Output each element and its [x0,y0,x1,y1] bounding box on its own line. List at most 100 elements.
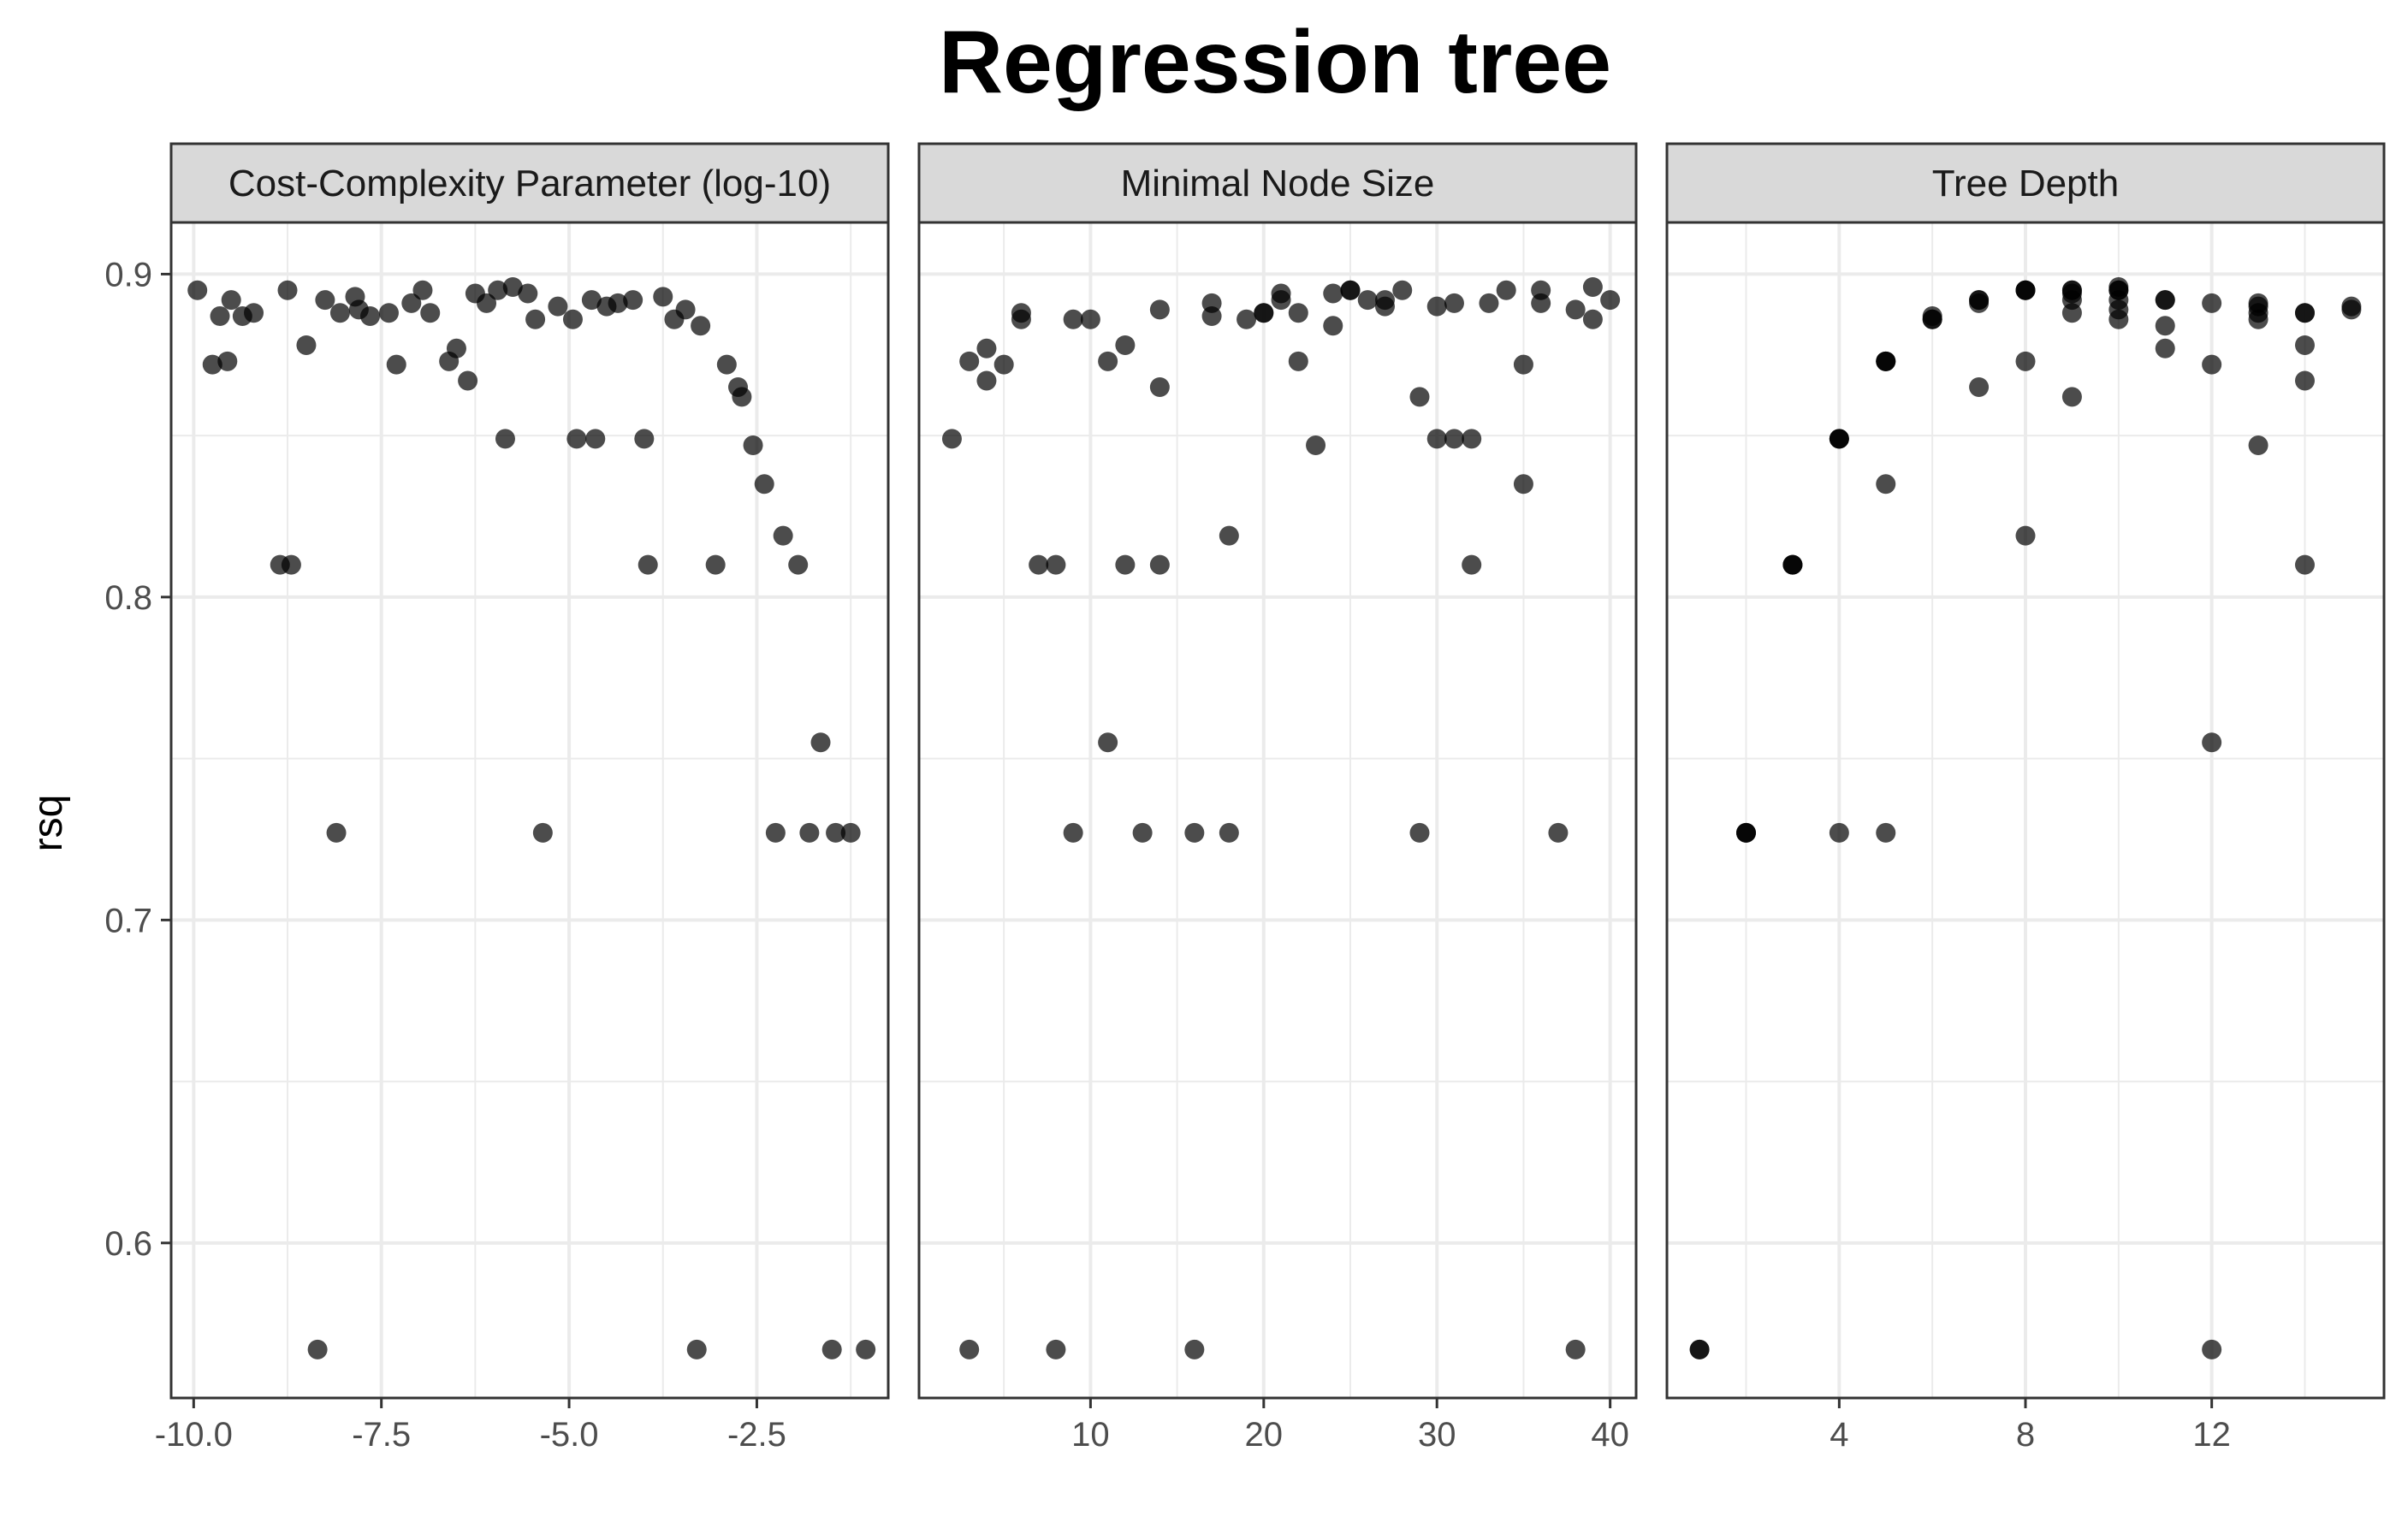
data-point [566,429,587,449]
data-point [1736,822,1757,843]
panel-border [917,221,1638,1400]
data-point [581,290,602,311]
data-point [277,280,298,300]
data-point [518,283,538,304]
data-point [1782,554,1803,575]
data-point [976,370,997,391]
data-point [1098,732,1118,753]
data-point [2294,303,2315,323]
data-point [1288,351,1308,371]
data-point [1149,299,1170,320]
data-point [810,732,831,753]
x-tick-label: -5.0 [540,1416,599,1454]
data-point [1357,290,1378,311]
data-point [1829,822,1849,843]
data-point [495,429,515,449]
data-point [1115,335,1136,355]
facet-panel: Cost-Complexity Parameter (log-10) -10.0 -… [155,142,890,1454]
data-point [210,305,230,326]
data-point [1513,354,1533,375]
data-point [686,1339,707,1359]
facet-strip [169,142,890,224]
data-point [1876,351,1896,371]
data-point [638,554,658,575]
data-point [307,1339,328,1359]
data-point [217,351,238,371]
data-point [532,822,553,843]
data-point [2341,299,2362,320]
facet-strip-label: Minimal Node Size [1121,163,1435,204]
facet-strip-label: Cost-Complexity Parameter (log-10) [228,163,831,204]
data-point [2015,525,2036,546]
data-point [1132,822,1153,843]
data-point [281,554,301,575]
data-point [2015,351,2036,371]
data-point [2108,309,2129,329]
data-point [458,370,478,391]
data-point [959,351,980,371]
data-point [2294,554,2315,575]
data-point [1969,290,1990,311]
y-tick-label: 0.6 [104,1225,152,1263]
data-point [1029,554,1049,575]
data-point [1462,554,1482,575]
data-point [1323,316,1343,336]
data-point [1444,293,1464,313]
data-point [754,474,774,495]
data-point [705,554,726,575]
data-point [1149,554,1170,575]
data-point [2248,309,2268,329]
data-point [412,280,433,300]
facet-panel: Tree Depth 4 8 12 [1665,142,2386,1454]
data-point [187,280,208,300]
data-point [1201,305,1222,326]
data-point [1288,303,1308,323]
facet-strip [917,142,1638,224]
data-point [585,429,606,449]
data-point [1340,280,1361,300]
data-point [1582,276,1603,297]
data-point [1582,309,1603,329]
data-point [1374,290,1395,311]
data-point [1115,554,1136,575]
data-point [2294,370,2315,391]
data-point [420,303,441,323]
data-point [788,554,809,575]
data-point [1462,429,1482,449]
data-point [1565,1339,1586,1359]
data-point [1219,822,1239,843]
data-point [329,303,350,323]
data-point [1548,822,1569,843]
data-point [1479,293,1499,313]
data-point [732,387,752,407]
data-point [856,1339,876,1359]
data-point [799,822,820,843]
data-point [2155,290,2175,311]
data-point [1323,283,1343,304]
data-point [1271,290,1291,311]
data-point [202,354,222,375]
facet-strip [1665,142,2386,224]
data-point [1922,309,1942,329]
data-point [2155,338,2175,358]
data-point [1219,525,1239,546]
x-tick-label: -7.5 [352,1416,411,1454]
data-point [562,309,583,329]
data-point [976,338,997,358]
x-tick-label: 4 [1830,1416,1848,1454]
data-point [2248,435,2268,455]
data-point [941,429,962,449]
data-point [1254,303,1274,323]
data-point [401,293,422,313]
data-point [716,354,737,375]
data-point [765,822,786,843]
data-point [1046,554,1066,575]
data-point [488,280,508,300]
data-point [1409,822,1430,843]
x-tick-label: 30 [1418,1416,1456,1454]
data-point [1011,309,1031,329]
x-tick-label: 12 [2192,1416,2231,1454]
facet-strip-label: Tree Depth [1932,163,2119,204]
data-point [2294,335,2315,355]
